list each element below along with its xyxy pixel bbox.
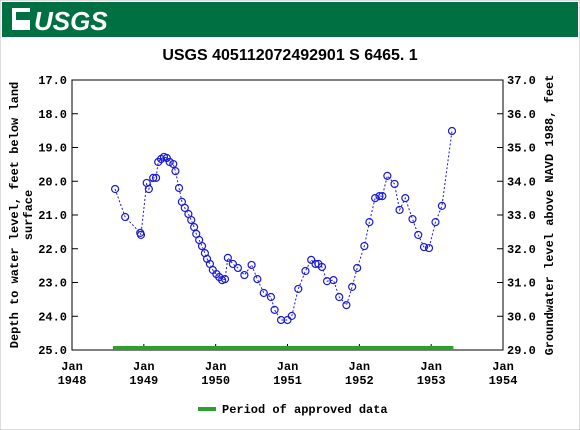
data-point bbox=[424, 243, 434, 253]
x-tick-label: Jan 1952 bbox=[345, 360, 374, 388]
data-point bbox=[240, 270, 249, 280]
y-tick-label: 17.0 bbox=[38, 74, 67, 88]
x-tick-label: Jan 1953 bbox=[417, 360, 446, 388]
y-tick-label: 23.0 bbox=[38, 277, 67, 291]
data-point bbox=[307, 255, 316, 264]
data-point bbox=[144, 184, 153, 194]
data-point bbox=[187, 215, 196, 225]
data-point bbox=[311, 259, 320, 269]
data-point bbox=[197, 241, 207, 251]
data-point bbox=[301, 266, 310, 276]
y-tick-label: 18.0 bbox=[38, 108, 67, 122]
data-point bbox=[180, 203, 189, 213]
data-point bbox=[353, 263, 362, 273]
header-bar bbox=[2, 2, 578, 37]
data-point bbox=[431, 217, 440, 227]
data-point bbox=[253, 275, 262, 284]
y2-axis-label: Groundwater level above NAVD 1988, feet bbox=[543, 75, 557, 356]
chart-title: USGS 405112072492901 S 6465. 1 bbox=[162, 47, 417, 64]
y-tick-label: 21.0 bbox=[38, 209, 67, 223]
data-point bbox=[342, 301, 351, 310]
data-point bbox=[149, 173, 158, 182]
data-point bbox=[287, 311, 296, 321]
data-point bbox=[419, 242, 429, 252]
logo-mark bbox=[12, 8, 30, 30]
y-tick-label: 24.0 bbox=[38, 310, 67, 324]
data-point bbox=[401, 194, 410, 203]
data-point bbox=[270, 305, 279, 314]
data-point bbox=[151, 173, 161, 182]
y2-tick-label: 37.0 bbox=[507, 74, 536, 88]
data-point bbox=[283, 315, 292, 325]
data-point bbox=[414, 230, 423, 240]
data-point bbox=[259, 288, 268, 298]
x-tick-label: Jan 1951 bbox=[273, 360, 302, 388]
y2-tick-label: 35.0 bbox=[507, 142, 536, 156]
x-tick-label: Jan 1950 bbox=[201, 360, 230, 388]
data-point bbox=[378, 192, 387, 201]
data-point bbox=[437, 201, 447, 210]
y2-tick-label: 29.0 bbox=[507, 344, 536, 358]
data-point bbox=[317, 262, 327, 272]
y-axis-label-line: surface bbox=[22, 190, 36, 240]
data-point bbox=[121, 212, 130, 222]
series-line bbox=[114, 130, 453, 321]
y-tick-label: 20.0 bbox=[38, 175, 67, 189]
data-point bbox=[174, 183, 184, 193]
legend-label: Period of approved data bbox=[222, 403, 388, 417]
data-point bbox=[247, 260, 256, 270]
data-point bbox=[365, 217, 374, 227]
x-tick-label: Jan 1954 bbox=[489, 360, 518, 388]
logo: USGS bbox=[34, 6, 108, 36]
data-point bbox=[360, 241, 369, 251]
data-point bbox=[348, 282, 357, 291]
data-point bbox=[233, 263, 243, 273]
data-point bbox=[169, 159, 178, 169]
y2-tick-label: 33.0 bbox=[507, 209, 536, 223]
data-point bbox=[375, 192, 384, 201]
y2-tick-label: 32.0 bbox=[507, 243, 536, 257]
data-point bbox=[371, 194, 380, 203]
data-point bbox=[395, 205, 404, 215]
data-point bbox=[335, 292, 344, 302]
y2-tick-label: 30.0 bbox=[507, 310, 536, 324]
x-tick-label: Jan 1948 bbox=[58, 360, 87, 388]
y2-tick-label: 36.0 bbox=[507, 108, 536, 122]
data-point bbox=[383, 171, 392, 180]
data-point bbox=[294, 284, 303, 294]
y-axis-label: Depth to water level, feet below landsur… bbox=[8, 82, 36, 348]
data-point bbox=[266, 292, 276, 302]
data-point bbox=[110, 184, 120, 194]
data-point bbox=[447, 126, 457, 136]
y-tick-label: 25.0 bbox=[38, 344, 67, 358]
data-point bbox=[220, 275, 230, 284]
data-point bbox=[228, 259, 238, 269]
data-point bbox=[408, 214, 417, 224]
data-point bbox=[171, 167, 180, 176]
x-tick-label: Jan 1949 bbox=[129, 360, 158, 388]
y2-tick-label: 31.0 bbox=[507, 277, 536, 291]
y2-tick-label: 34.0 bbox=[507, 175, 536, 189]
y-tick-label: 22.0 bbox=[38, 243, 67, 257]
y-axis-label-line: Depth to water level, feet below land bbox=[8, 82, 22, 348]
data-point bbox=[136, 230, 146, 240]
data-point bbox=[223, 253, 232, 262]
data-point bbox=[329, 276, 338, 285]
data-point bbox=[390, 179, 399, 189]
y-tick-label: 19.0 bbox=[38, 142, 67, 156]
